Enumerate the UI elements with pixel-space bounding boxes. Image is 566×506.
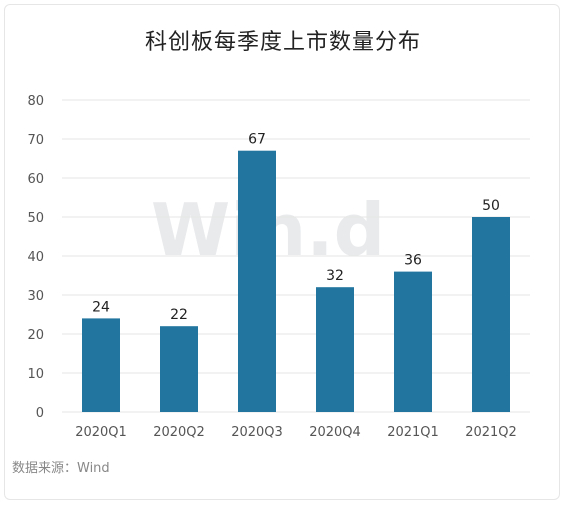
bar-2021Q2 (472, 217, 510, 412)
y-axis: 0 10 20 30 40 50 60 70 80 (27, 94, 44, 421)
data-label: 24 (92, 299, 110, 315)
bar-2020Q2 (160, 326, 198, 412)
x-tick-label: 2020Q1 (75, 425, 127, 440)
data-label: 50 (482, 198, 500, 214)
bar-2020Q3 (238, 150, 276, 412)
x-tick-label: 2021Q1 (387, 425, 439, 440)
data-label: 32 (326, 268, 344, 284)
data-label: 22 (170, 307, 188, 323)
y-tick-label: 10 (27, 367, 44, 382)
bars: 24 22 67 32 36 50 (82, 132, 510, 412)
y-tick-label: 30 (27, 289, 44, 304)
x-tick-label: 2020Q2 (153, 425, 205, 440)
y-tick-label: 40 (27, 250, 44, 265)
data-source-note: 数据来源：Wind (12, 461, 110, 476)
y-tick-label: 70 (27, 133, 44, 148)
chart-card (4, 4, 560, 500)
y-tick-label: 20 (27, 328, 44, 343)
y-tick-label: 50 (27, 211, 44, 226)
x-tick-label: 2020Q3 (231, 425, 283, 440)
y-tick-label: 60 (27, 172, 44, 187)
bar-2021Q1 (394, 271, 432, 412)
data-label: 36 (404, 253, 422, 269)
bar-2020Q4 (316, 287, 354, 412)
chart-title: 科创板每季度上市数量分布 (144, 30, 421, 55)
data-label: 67 (248, 132, 266, 148)
gridlines (62, 99, 530, 413)
bar-2020Q1 (82, 318, 120, 412)
y-tick-label: 0 (36, 406, 44, 421)
y-tick-label: 80 (27, 94, 44, 109)
x-tick-label: 2020Q4 (309, 425, 361, 440)
x-axis: 2020Q1 2020Q2 2020Q3 2020Q4 2021Q1 2021Q2 (75, 425, 517, 440)
x-tick-label: 2021Q2 (465, 425, 517, 440)
